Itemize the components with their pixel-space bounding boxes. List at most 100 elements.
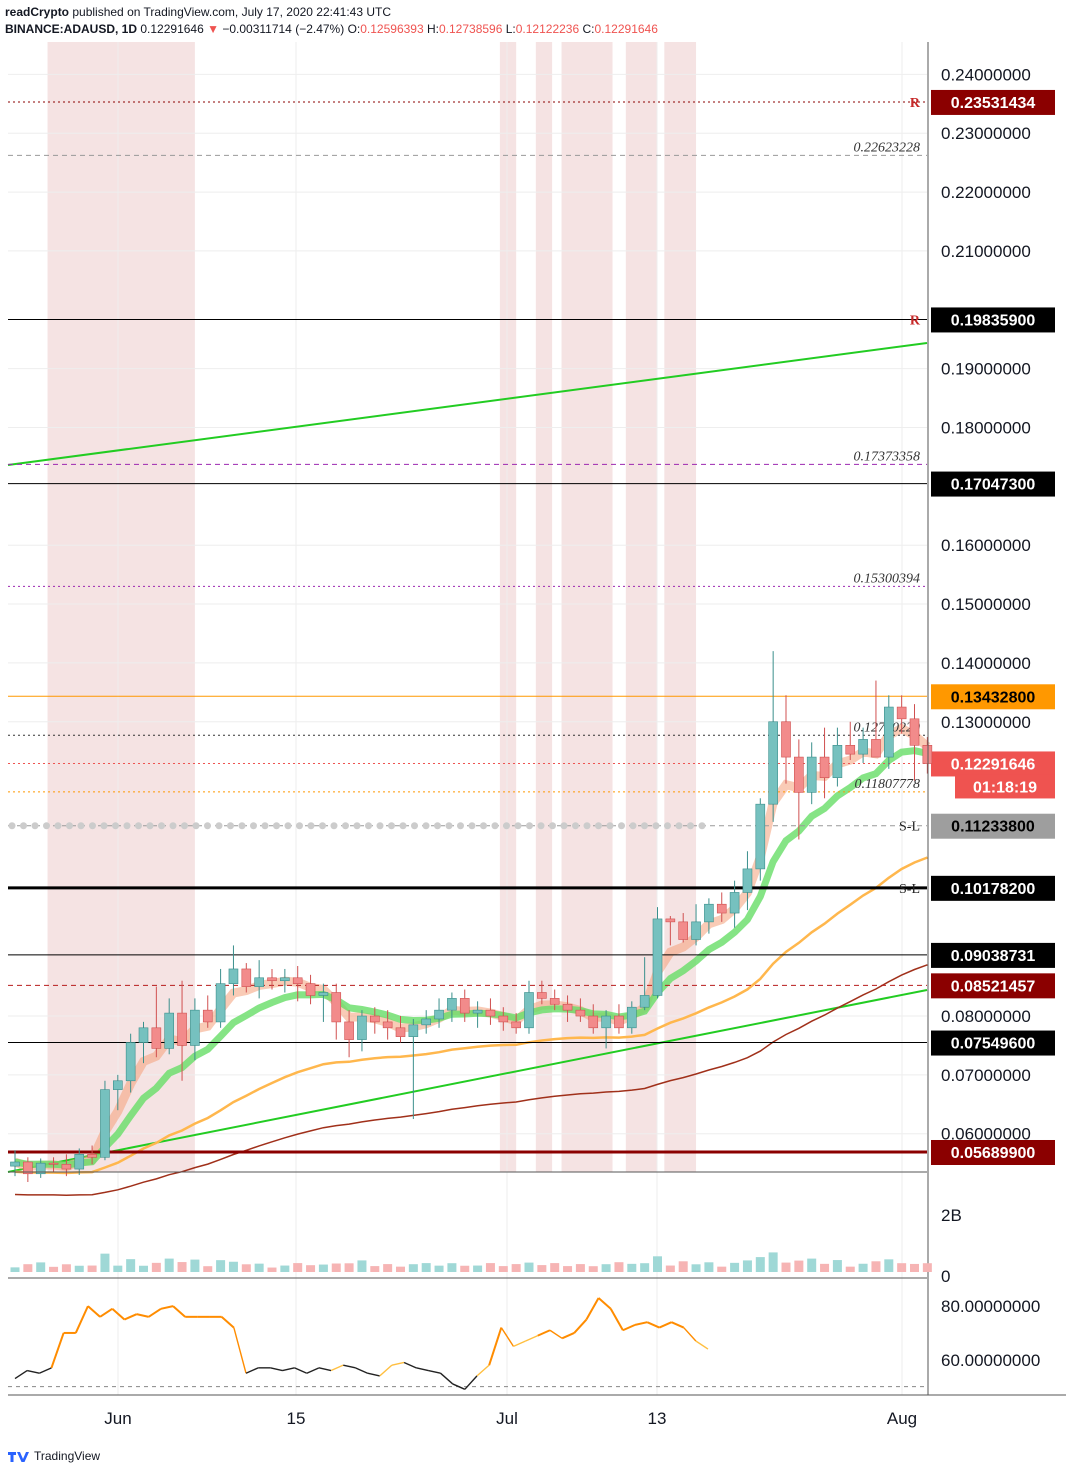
volume-bar <box>331 1263 341 1272</box>
level-value-label: 0.22623228 <box>854 140 921 155</box>
oscillator-segment <box>476 1364 490 1377</box>
candle-body <box>177 1012 187 1046</box>
stop-loss-dot <box>537 822 545 830</box>
stop-loss-dot <box>388 822 395 830</box>
volume-bar <box>742 1260 752 1272</box>
volume-bar <box>755 1257 765 1272</box>
price-chart[interactable]: 0.23531434 R 0.22623228 0.19835900 R 0.173733… <box>0 0 1073 1445</box>
candle-body <box>549 998 560 1005</box>
candle-body <box>87 1154 97 1158</box>
stop-loss-dot <box>411 822 418 830</box>
volume-bar <box>447 1263 457 1272</box>
price-axis-tick: 0.23000000 <box>941 124 1031 143</box>
candle-body <box>729 892 740 914</box>
stop-loss-dot <box>284 822 292 830</box>
signal-shade-zone <box>47 42 195 1172</box>
axis-price-badge-text: 0.13432800 <box>951 689 1036 706</box>
oscillator-segment <box>597 1297 612 1310</box>
volume-bar <box>23 1264 33 1272</box>
volume-bar <box>845 1266 855 1272</box>
stop-loss-dot <box>66 822 73 830</box>
candle-body <box>909 718 920 746</box>
price-axis-tick: 0.24000000 <box>941 65 1031 84</box>
volume-bar <box>498 1266 508 1272</box>
down-arrow-icon: ▼ <box>207 22 219 36</box>
volume-bar <box>511 1264 521 1272</box>
candle-body <box>678 921 689 940</box>
stop-loss-dot <box>181 822 188 830</box>
signal-shade-zone <box>664 42 697 1172</box>
volume-bar <box>36 1262 46 1272</box>
volume-bar <box>665 1265 675 1272</box>
oscillator-segment <box>416 1367 429 1372</box>
volume-bar <box>768 1252 778 1272</box>
stop-loss-dot <box>526 822 533 830</box>
oscillator-segment <box>330 1364 344 1372</box>
candle-body <box>832 745 843 778</box>
oscillator-segment <box>318 1367 332 1372</box>
axis-price-badge <box>931 942 1055 968</box>
low-label: L: <box>505 22 516 36</box>
candle-body <box>858 739 868 755</box>
candle-body <box>61 1164 72 1170</box>
price-axis-tick: 0.19000000 <box>941 360 1031 379</box>
level-tag: S-L <box>899 820 920 835</box>
axis-price-badge <box>931 751 1055 777</box>
oscillator-segment <box>245 1367 259 1374</box>
volume-bar <box>820 1263 830 1272</box>
volume-bar <box>717 1266 727 1272</box>
volume-bar <box>396 1266 405 1272</box>
candle-body <box>164 1012 174 1049</box>
time-axis-tick: Aug <box>887 1409 917 1428</box>
price-axis-tick: 0.21000000 <box>941 242 1031 261</box>
volume-bar <box>280 1265 290 1272</box>
time-axis-tick: 15 <box>287 1409 306 1428</box>
high-label: H: <box>426 22 439 36</box>
axis-price-badge <box>931 813 1055 839</box>
price-axis-tick: 0.07000000 <box>941 1066 1031 1085</box>
oscillator-segment <box>440 1372 454 1385</box>
candle-body <box>883 706 894 758</box>
oscillator-segment <box>160 1305 174 1310</box>
stop-loss-dot <box>629 822 637 830</box>
volume-bar <box>575 1264 585 1272</box>
stop-loss-dot <box>273 822 280 830</box>
candle-body <box>794 756 804 793</box>
candle-body <box>48 1162 59 1165</box>
stop-loss-dot <box>560 822 568 830</box>
symbol-name: BINANCE:ADAUSD, 1D <box>5 22 138 36</box>
stop-loss-dot <box>376 822 384 830</box>
oscillator-segment <box>500 1327 515 1347</box>
candle-body <box>267 977 277 982</box>
volume-bar <box>318 1264 328 1272</box>
candle-body <box>344 1021 354 1040</box>
oscillator-segment <box>585 1297 600 1321</box>
candle-body <box>382 1021 393 1029</box>
candle-body <box>485 1009 496 1017</box>
stop-loss-dot <box>250 822 257 830</box>
volume-bar <box>216 1260 226 1272</box>
candle-body <box>639 995 650 1008</box>
stop-loss-dot <box>618 822 625 830</box>
oscillator-segment <box>99 1307 113 1318</box>
oscillator-segment <box>464 1375 478 1390</box>
footer: TradingView <box>8 1449 100 1463</box>
candle-body <box>704 903 714 923</box>
candle-body <box>562 1003 573 1011</box>
stop-loss-dot <box>123 822 131 830</box>
candle-body <box>421 1018 432 1026</box>
volume-bar <box>884 1259 894 1272</box>
symbol-ohlc-line: BINANCE:ADAUSD, 1D 0.12291646 ▼ −0.00311… <box>5 22 658 36</box>
oscillator-segment <box>124 1313 137 1321</box>
stop-loss-dot <box>480 822 487 830</box>
volume-bar <box>370 1266 380 1272</box>
oscillator-segment <box>428 1369 441 1374</box>
stop-loss-dot <box>330 822 338 830</box>
signal-shade-zone <box>499 42 517 1172</box>
axis-price-badge-text: 0.07549600 <box>951 1036 1036 1053</box>
countdown-text: 01:18:19 <box>973 779 1037 796</box>
candle-body <box>434 1009 444 1020</box>
oscillator-segment <box>537 1329 551 1337</box>
oscillator-segment <box>403 1361 417 1369</box>
stop-loss-dot <box>20 822 27 830</box>
